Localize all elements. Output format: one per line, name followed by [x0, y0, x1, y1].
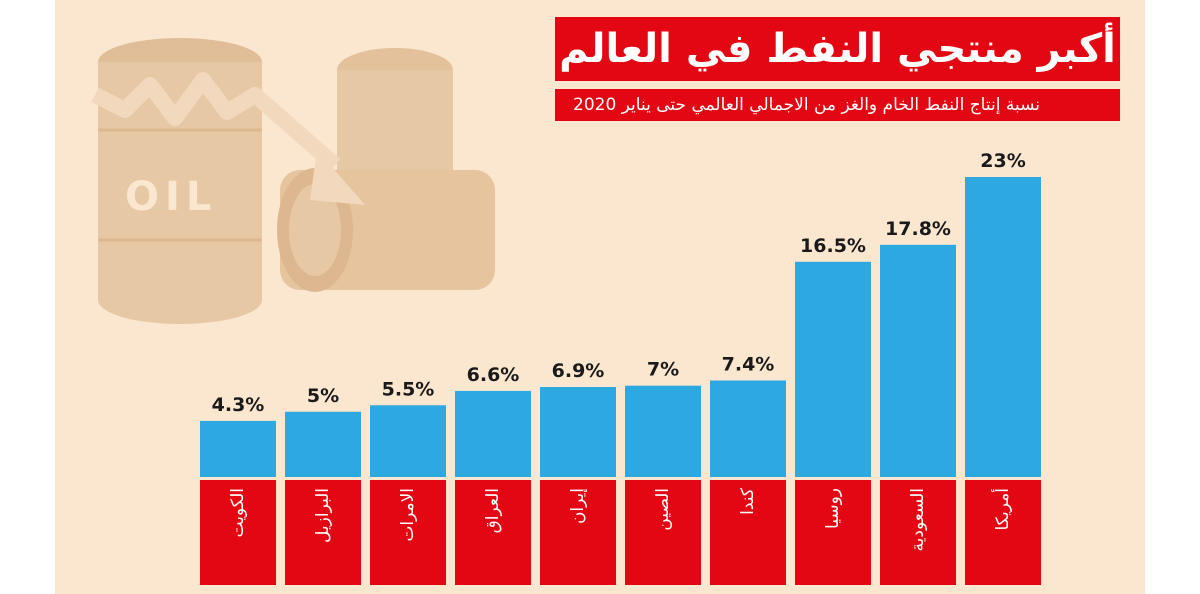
falling-arrow-icon — [91, 72, 365, 205]
category-label: إيران — [568, 488, 588, 524]
bar-value-label: 4.3% — [212, 394, 265, 416]
bar-value-label: 5.5% — [382, 378, 435, 400]
bar-value-label: 5% — [307, 385, 339, 407]
bar-1 — [200, 420, 276, 477]
bar-value-label: 16.5% — [800, 235, 866, 257]
bar-chart: OIL 4.3% الكويت 5% البرازيل 5.5% الامرات 6.6% ا… — [91, 38, 1041, 585]
bar-value-label: 7% — [647, 359, 679, 381]
bar-6 — [625, 385, 701, 477]
bar-value-label: 7.4% — [722, 353, 775, 375]
bar-value-label: 23% — [980, 150, 1025, 172]
chart-title: أكبر منتجي النفط في العالم — [555, 17, 1120, 81]
bar-value-label: 17.8% — [885, 218, 951, 240]
category-label: الكويت — [228, 488, 248, 538]
category-label-box — [200, 480, 276, 585]
oil-barrels-illustration: OIL — [91, 38, 495, 324]
category-label-box — [370, 480, 446, 585]
category-label: الصين — [653, 488, 673, 531]
bar-3 — [370, 405, 446, 477]
barrel-front-icon: OIL — [98, 38, 262, 324]
category-label: السعودية — [908, 488, 928, 551]
category-label: روسيا — [823, 488, 843, 529]
category-label-box — [795, 480, 871, 585]
category-label-box — [965, 480, 1041, 585]
bar-4 — [455, 390, 531, 477]
category-label-box — [880, 480, 956, 585]
category-label-box — [540, 480, 616, 585]
bar-8 — [795, 261, 871, 477]
category-label: كندا — [738, 487, 758, 515]
barrel-label: OIL — [125, 174, 217, 220]
barrel-right-icon — [277, 168, 495, 292]
category-label: العراق — [483, 488, 503, 533]
bar-7 — [710, 380, 786, 477]
category-label-box — [285, 480, 361, 585]
bar-2 — [285, 411, 361, 477]
category-label: البرازيل — [313, 488, 333, 543]
bar-5 — [540, 387, 616, 477]
bar-value-label: 6.6% — [467, 364, 520, 386]
category-label: أمريكا — [991, 488, 1013, 531]
category-label-box — [625, 480, 701, 585]
category-label-box — [455, 480, 531, 585]
category-label-box — [710, 480, 786, 585]
chart-subtitle: نسبة إنتاج النفط الخام والغز من الاجمالي… — [555, 89, 1120, 121]
category-label: الامرات — [398, 488, 418, 542]
bar-value-label: 6.9% — [552, 360, 605, 382]
bar-10 — [965, 177, 1041, 477]
infographic-canvas: OIL 4.3% الكويت 5% البرازيل 5.5% الامرات 6.6% ا… — [55, 0, 1145, 594]
bar-9 — [880, 244, 956, 477]
